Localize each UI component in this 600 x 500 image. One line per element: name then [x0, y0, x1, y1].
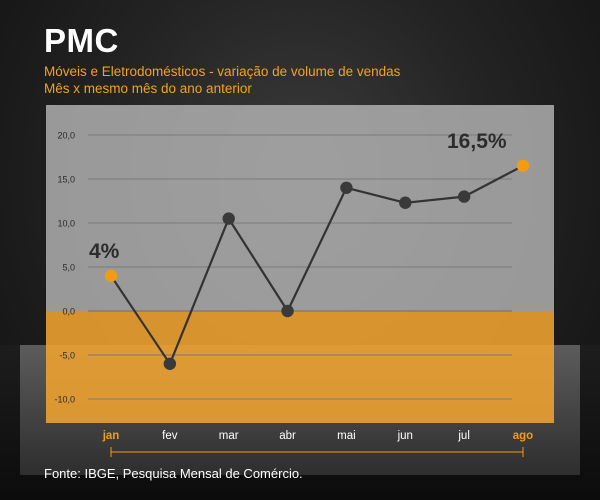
- y-tick-label-1: 15,0: [57, 175, 75, 185]
- data-point-mar: [222, 212, 235, 225]
- plot-panel-positive: [46, 105, 554, 311]
- data-point-jan: [104, 269, 118, 282]
- x-tick-label-mar: mar: [219, 430, 239, 442]
- x-tick-label-jan: jan: [102, 430, 120, 442]
- y-tick-label-6: -10,0: [54, 395, 75, 405]
- x-tick-label-ago: ago: [513, 430, 533, 442]
- y-tick-label-2: 10,0: [57, 219, 75, 229]
- data-point-abr: [281, 304, 294, 318]
- source-note: Fonte: IBGE, Pesquisa Mensal de Comércio…: [44, 466, 303, 481]
- y-tick-label-3: 5,0: [62, 263, 75, 273]
- y-axis-ticks: 20,0 15,0 10,0 5,0 0,0 -5,0 -10,0: [54, 131, 75, 405]
- data-point-ago: [516, 159, 530, 172]
- data-point-fev: [163, 357, 177, 370]
- page-title: PMC: [44, 22, 119, 59]
- x-tick-label-jul: jul: [457, 430, 470, 442]
- plot-panel-negative: [46, 311, 554, 423]
- annotation-jan: 4%: [89, 240, 120, 263]
- x-tick-label-mai: mai: [337, 430, 356, 442]
- y-tick-label-4: 0,0: [62, 307, 75, 317]
- chart-subtitle-line2: Mês x mesmo mês do ano anterior: [44, 81, 252, 96]
- series-line-layer: [110, 164, 524, 365]
- x-tick-label-fev: fev: [162, 430, 178, 442]
- data-point-jul: [457, 190, 471, 203]
- y-tick-label-5: -5,0: [59, 351, 75, 361]
- x-tick-label-abr: abr: [279, 430, 296, 442]
- chart-subtitle-line1: Móveis e Eletrodomésticos - variação de …: [44, 64, 401, 79]
- series-points: [104, 159, 530, 370]
- x-tick-label-jun: jun: [397, 430, 413, 442]
- data-point-mai: [340, 181, 353, 194]
- series-line: [110, 164, 524, 365]
- y-tick-label-0: 20,0: [57, 131, 75, 141]
- highlight-range: [110, 447, 524, 457]
- annotations: 4% 16,5%: [89, 130, 507, 263]
- grid-lines: [88, 134, 512, 400]
- x-axis-ticks: jan fev mar abr mai jun jul ago: [102, 430, 534, 442]
- data-point-jun: [399, 196, 412, 209]
- annotation-ago: 16,5%: [447, 130, 507, 153]
